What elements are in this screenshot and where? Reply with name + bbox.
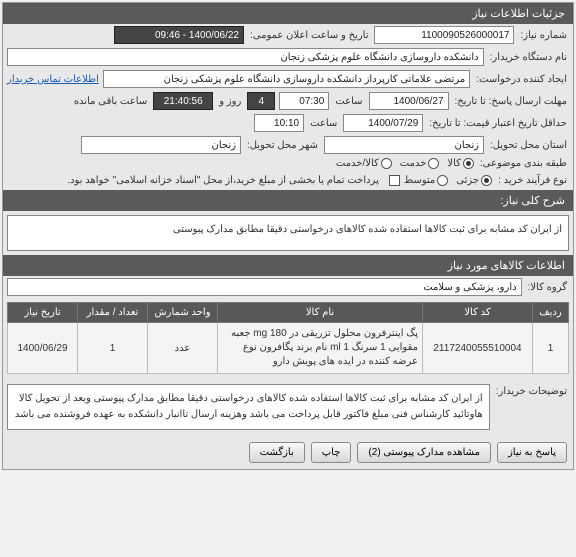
- requester-value: مرتضی علاماتی کارپرداز دانشکده داروسازی …: [103, 70, 470, 88]
- item-group-label: گروه کالا:: [526, 282, 569, 293]
- resp-deadline-label: مهلت ارسال پاسخ: تا تاریخ:: [453, 96, 569, 107]
- th-name: نام کالا: [218, 303, 423, 323]
- td-code: 2117240055510004: [423, 323, 533, 374]
- buyer-device-label: نام دستگاه خریدار:: [488, 52, 569, 63]
- radio-goods[interactable]: کالا: [447, 158, 474, 169]
- th-idx: ردیف: [533, 303, 569, 323]
- print-button[interactable]: چاپ: [311, 442, 352, 463]
- need-no-value: 1100090526000017: [374, 26, 514, 44]
- need-no-label: شماره نیاز:: [518, 30, 569, 41]
- radio-mid-label: متوسط: [404, 175, 435, 186]
- credit-time-value: 10:10: [254, 114, 304, 132]
- subject-cat-label: طبقه بندی موضوعی:: [478, 158, 569, 169]
- general-desc-title: شرح کلی نیاز:: [3, 190, 573, 211]
- table-row: 1 2117240055510004 پگ اینترفرون محلول تز…: [8, 323, 569, 374]
- buyer-contact-link[interactable]: اطلاعات تماس خریدار: [7, 74, 99, 85]
- province-value: زنجان: [324, 136, 484, 154]
- radio-icon: [481, 175, 492, 186]
- radio-service-label: خدمت: [400, 158, 427, 169]
- items-info-title: اطلاعات کالاهای مورد نیاز: [3, 255, 573, 276]
- general-desc-box: از ایران کد مشابه برای ثبت کالاها استفاد…: [7, 215, 569, 251]
- requester-label: ایجاد کننده درخواست:: [474, 74, 569, 85]
- desc-label: توضیحات خریدار:: [494, 380, 569, 397]
- radio-service[interactable]: خدمت: [400, 158, 440, 169]
- radio-both[interactable]: کالا/خدمت: [336, 158, 392, 169]
- attachments-button[interactable]: مشاهده مدارک پیوستی (2): [357, 442, 491, 463]
- day-and-label: روز و: [217, 96, 243, 107]
- city-value: زنجان: [81, 136, 241, 154]
- panel-title: جزئیات اطلاعات نیاز: [3, 3, 573, 24]
- th-unit: واحد شمارش: [148, 303, 218, 323]
- purchase-radio-group: جزئی متوسط: [404, 175, 492, 186]
- th-date: تاریخ نیاز: [8, 303, 78, 323]
- respond-button[interactable]: پاسخ به نیاز: [497, 442, 567, 463]
- public-dt-value: 1400/06/22 - 09:46: [114, 26, 244, 44]
- radio-low[interactable]: جزئی: [456, 175, 492, 186]
- item-group-value: دارو، پزشکی و سلامت: [7, 278, 522, 296]
- radio-icon: [381, 158, 392, 169]
- td-qty: 1: [78, 323, 148, 374]
- items-table: ردیف کد کالا نام کالا واحد شمارش تعداد /…: [7, 302, 569, 374]
- td-idx: 1: [533, 323, 569, 374]
- td-name: پگ اینترفرون محلول تزریقی در mg 180 جعبه…: [218, 323, 423, 374]
- td-unit: عدد: [148, 323, 218, 374]
- resp-date-value: 1400/06/27: [369, 92, 449, 110]
- button-bar: پاسخ به نیاز مشاهده مدارک پیوستی (2) چاپ…: [3, 436, 573, 469]
- city-label: شهر محل تحویل:: [245, 140, 320, 151]
- radio-icon: [463, 158, 474, 169]
- buyer-device-value: دانشکده داروسازی دانشگاه علوم پزشکی زنجا…: [7, 48, 484, 66]
- radio-low-label: جزئی: [456, 175, 479, 186]
- resp-time-value: 07:30: [279, 92, 329, 110]
- subject-radio-group: کالا خدمت کالا/خدمت: [336, 158, 474, 169]
- hour-label-2: ساعت: [308, 118, 339, 129]
- credit-date-value: 1400/07/29: [343, 114, 423, 132]
- credit-hist-label: حداقل تاریخ اعتبار قیمت: تا تاریخ:: [427, 118, 569, 129]
- radio-both-label: کالا/خدمت: [336, 158, 379, 169]
- days-value: 4: [247, 92, 275, 110]
- province-label: استان محل تحویل:: [488, 140, 569, 151]
- hour-label-1: ساعت: [333, 96, 364, 107]
- radio-mid[interactable]: متوسط: [404, 175, 448, 186]
- public-dt-label: تاریخ و ساعت اعلان عمومی:: [248, 30, 371, 41]
- purchase-note: پرداخت تمام یا بخشی از مبلغ خرید،از محل …: [61, 173, 385, 188]
- th-qty: تعداد / مقدار: [78, 303, 148, 323]
- remaining-label: ساعت باقی مانده: [72, 96, 149, 107]
- treasury-checkbox[interactable]: [389, 175, 400, 186]
- radio-icon: [428, 158, 439, 169]
- back-button[interactable]: بازگشت: [249, 442, 305, 463]
- td-date: 1400/06/29: [8, 323, 78, 374]
- radio-goods-label: کالا: [447, 158, 461, 169]
- desc-box: از ایران کد مشابه برای ثبت کالاها استفاد…: [7, 384, 490, 430]
- th-code: کد کالا: [423, 303, 533, 323]
- radio-icon: [437, 175, 448, 186]
- details-panel: جزئیات اطلاعات نیاز شماره نیاز: 11000905…: [2, 2, 574, 470]
- remain-time-value: 21:40:56: [153, 92, 213, 110]
- purchase-type-label: نوع فرآیند خرید :: [496, 175, 569, 186]
